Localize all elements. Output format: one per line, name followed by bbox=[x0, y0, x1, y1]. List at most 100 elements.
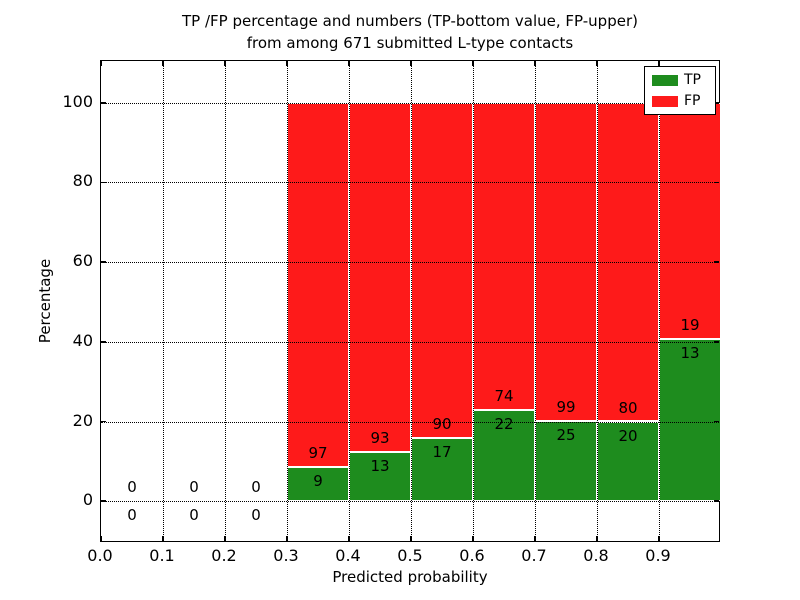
y-tick-mark bbox=[101, 102, 106, 104]
fp-count-label: 0 bbox=[127, 478, 137, 497]
fp-count-label: 74 bbox=[494, 386, 514, 405]
legend: TP FP bbox=[644, 66, 716, 115]
fp-count-label: 0 bbox=[189, 478, 199, 497]
fp-bar-segment bbox=[473, 102, 535, 410]
y-tick-mark bbox=[101, 181, 106, 184]
x-gridline bbox=[659, 61, 660, 541]
y-tick-mark bbox=[101, 261, 106, 263]
x-tick-mark bbox=[100, 536, 102, 541]
tp-count-label: 17 bbox=[432, 442, 452, 461]
x-tick-label: 0.6 bbox=[459, 546, 485, 565]
x-tick-mark bbox=[596, 536, 598, 541]
fp-bar-segment bbox=[349, 102, 411, 453]
y-tick-mark bbox=[714, 420, 719, 423]
y-tick-mark bbox=[714, 102, 719, 104]
y-gridline bbox=[101, 262, 719, 264]
y-tick-mark bbox=[714, 181, 719, 184]
x-tick-mark bbox=[534, 536, 536, 541]
tp-count-label: 0 bbox=[251, 506, 261, 525]
x-tick-mark bbox=[410, 536, 412, 541]
tp-legend-label: TP bbox=[684, 72, 701, 88]
fp-count-label: 99 bbox=[556, 397, 576, 416]
y-tick-mark bbox=[714, 261, 719, 263]
x-tick-mark bbox=[162, 61, 164, 66]
fp-bar-segment bbox=[597, 102, 659, 422]
fp-count-label: 0 bbox=[251, 478, 261, 497]
x-tick-mark bbox=[472, 61, 474, 66]
fp-bar-segment bbox=[411, 102, 473, 438]
y-axis-label: Percentage bbox=[36, 258, 54, 344]
y-tick-mark bbox=[714, 341, 719, 343]
tp-count-label: 0 bbox=[127, 506, 137, 525]
x-tick-mark bbox=[410, 61, 412, 66]
x-tick-mark bbox=[224, 61, 226, 66]
fp-count-label: 19 bbox=[680, 316, 700, 335]
x-tick-mark bbox=[224, 536, 226, 541]
fp-bar-segment bbox=[287, 102, 349, 468]
x-tick-mark bbox=[472, 536, 474, 541]
tp-bar-segment bbox=[287, 467, 349, 502]
x-gridline bbox=[225, 61, 226, 541]
tp-count-label: 22 bbox=[494, 414, 514, 433]
y-tick-mark bbox=[714, 500, 719, 502]
chart-title-line2: from among 671 submitted L-type contacts bbox=[246, 34, 574, 52]
x-gridline bbox=[535, 61, 536, 541]
x-tick-label: 0.5 bbox=[397, 546, 423, 565]
tp-bar-segment bbox=[659, 339, 721, 502]
y-tick-mark bbox=[101, 341, 106, 343]
x-tick-label: 0.7 bbox=[521, 546, 547, 565]
tp-count-label: 25 bbox=[556, 425, 576, 444]
x-tick-label: 0.3 bbox=[273, 546, 299, 565]
tp-count-label: 9 bbox=[313, 472, 323, 491]
fp-count-label: 90 bbox=[432, 414, 452, 433]
tp-count-label: 13 bbox=[680, 344, 700, 363]
x-axis-label: Predicted probability bbox=[332, 568, 488, 586]
x-gridline bbox=[411, 61, 412, 541]
legend-item-fp: FP bbox=[652, 94, 710, 108]
y-tick-label: 0 bbox=[82, 490, 93, 510]
y-gridline bbox=[101, 421, 719, 423]
legend-item-tp: TP bbox=[652, 73, 710, 87]
x-gridline bbox=[473, 61, 474, 541]
x-tick-mark bbox=[596, 61, 598, 66]
fp-count-label: 93 bbox=[370, 429, 390, 448]
fp-bar-segment bbox=[659, 102, 721, 340]
x-tick-mark bbox=[534, 61, 536, 66]
y-tick-label: 40 bbox=[72, 330, 93, 350]
x-tick-label: 0.9 bbox=[645, 546, 671, 565]
y-tick-label: 60 bbox=[72, 251, 93, 271]
chart-title-line1: TP /FP percentage and numbers (TP-bottom… bbox=[182, 12, 638, 30]
x-tick-label: 0.2 bbox=[211, 546, 237, 565]
x-gridline bbox=[163, 61, 164, 541]
x-gridline bbox=[287, 61, 288, 541]
fp-swatch-icon bbox=[652, 95, 678, 107]
fp-count-label: 97 bbox=[308, 444, 328, 463]
chart-title: TP /FP percentage and numbers (TP-bottom… bbox=[100, 10, 720, 54]
x-tick-mark bbox=[348, 536, 350, 541]
fp-bar-segment bbox=[535, 102, 597, 421]
x-gridline bbox=[349, 61, 350, 541]
x-tick-mark bbox=[162, 536, 164, 541]
x-tick-label: 0.1 bbox=[149, 546, 175, 565]
tp-count-label: 20 bbox=[618, 426, 638, 445]
y-tick-mark bbox=[101, 500, 106, 502]
x-tick-mark bbox=[658, 61, 660, 66]
fp-legend-label: FP bbox=[684, 93, 701, 109]
tp-count-label: 0 bbox=[189, 506, 199, 525]
x-tick-mark bbox=[100, 61, 102, 66]
x-tick-label: 0.0 bbox=[87, 546, 113, 565]
tp-count-label: 13 bbox=[370, 457, 390, 476]
tp-swatch-icon bbox=[652, 74, 678, 86]
x-tick-mark bbox=[658, 536, 660, 541]
tp-bar-segment bbox=[349, 452, 411, 502]
y-gridline bbox=[101, 102, 719, 104]
plot-area: 0 0 0 0 0 0 97 9 93 13 90 17 74 22 99 25 80 20 19 13 bbox=[100, 60, 721, 542]
y-tick-mark bbox=[101, 420, 106, 423]
y-tick-label: 80 bbox=[72, 171, 93, 191]
x-tick-mark bbox=[348, 61, 350, 66]
tp-bar-segment bbox=[473, 409, 535, 502]
y-tick-label: 100 bbox=[62, 91, 93, 111]
x-tick-label: 0.4 bbox=[335, 546, 361, 565]
x-tick-label: 0.8 bbox=[583, 546, 609, 565]
